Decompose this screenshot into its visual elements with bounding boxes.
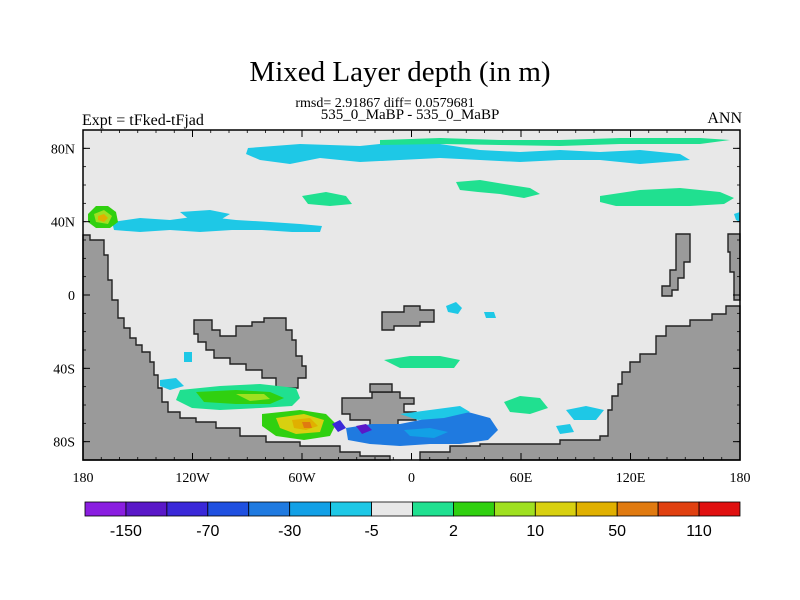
stats-line: rmsd= 2.91867 diff= 0.0579681 <box>295 96 475 111</box>
lon-tick-label: 180 <box>730 471 751 486</box>
central-landmass <box>193 317 307 389</box>
arctic-positive-streak <box>380 138 730 146</box>
southern-negative-small-2 <box>484 312 496 318</box>
colorbar-swatch <box>453 501 495 517</box>
lat-tick-label: 40N <box>51 216 75 231</box>
longitude-axis: 180 120W 60W 0 60E 120E 180 <box>73 130 751 486</box>
southern-light-streak <box>404 428 448 438</box>
colorbar-swatch <box>248 501 291 517</box>
southern-continent-east <box>419 305 741 461</box>
colorbar-swatch <box>534 501 577 517</box>
lon-tick-label: 180 <box>73 471 94 486</box>
small-island-west <box>369 383 393 393</box>
west-south-negative <box>160 378 184 390</box>
colorbar-label: 2 <box>449 523 458 540</box>
colorbar-swatch <box>698 501 741 517</box>
experiment-label: Expt = tFked-tFjad <box>82 112 204 129</box>
lon-tick-label: 60E <box>510 471 533 486</box>
north-atlantic-positive <box>456 180 540 198</box>
lat-tick-label: 80N <box>51 142 75 157</box>
colorbar-swatch <box>84 501 127 517</box>
southern-cyan-field <box>400 406 470 420</box>
colorbar-swatch <box>166 501 209 517</box>
map-title: Mixed Layer depth (in m) <box>249 56 551 88</box>
colorbar-label: 110 <box>686 523 712 540</box>
colorbar-label: 10 <box>526 523 544 540</box>
western-hotspot-core <box>98 214 108 222</box>
southern-negative-small <box>446 302 462 314</box>
midlatitude-positive-center <box>302 192 352 206</box>
colorbar-swatch <box>657 501 700 517</box>
colorbar-label: -30 <box>278 523 301 540</box>
colorbar-swatch <box>616 501 659 517</box>
lat-tick-label: 40S <box>53 362 75 377</box>
midlatitude-negative-left <box>180 210 230 220</box>
colorbar-swatch <box>575 501 618 517</box>
lon-tick-label: 60W <box>288 471 316 486</box>
case-line: 535_0_MaBP - 535_0_MaBP <box>320 107 500 123</box>
midlatitude-negative-band <box>112 216 322 232</box>
colorbar-label: 50 <box>608 523 626 540</box>
season-label: ANN <box>707 110 742 127</box>
western-continent <box>82 234 391 461</box>
colorbar-swatch <box>207 501 250 517</box>
south-indian-negative <box>566 406 604 420</box>
eastern-island-chain <box>661 233 691 297</box>
colorbar-swatch <box>412 501 454 517</box>
colorbar: -150 -70 -30 -5 2 10 50 110 <box>84 501 741 540</box>
south-indian-negative-2 <box>556 424 574 434</box>
east-edge-negative <box>734 212 740 222</box>
colorbar-label: -150 <box>110 523 142 540</box>
south-positive-belt-core <box>236 394 270 401</box>
colorbar-label: -5 <box>364 523 378 540</box>
north-pacific-positive-east <box>600 188 734 206</box>
south-positive-belt-inner <box>196 390 284 404</box>
lon-tick-label: 120W <box>175 471 210 486</box>
map-panel: 180 120W 60W 0 60E 120E 180 80N 40N 0 40S 80S <box>51 129 751 486</box>
south-atlantic-positive <box>504 396 548 414</box>
colorbar-swatch <box>371 501 413 517</box>
equatorial-island <box>381 305 435 331</box>
land-masses <box>82 233 741 461</box>
lon-tick-label: 0 <box>408 471 415 486</box>
colorbar-swatch <box>125 501 168 517</box>
west-south-negative-2 <box>184 352 192 362</box>
arctic-negative-band <box>246 142 690 164</box>
lat-tick-label: 80S <box>53 436 75 451</box>
anomaly-contours <box>88 138 740 446</box>
colorbar-label: -70 <box>196 523 219 540</box>
lat-tick-label: 0 <box>68 289 75 304</box>
latitude-axis: 80N 40N 0 40S 80S <box>51 142 740 451</box>
colorbar-swatch <box>493 501 536 517</box>
colorbar-swatch <box>330 501 372 517</box>
deep-south-positive-peak <box>302 422 312 428</box>
southern-dark-core-2 <box>356 424 372 434</box>
lon-tick-label: 120E <box>616 471 646 486</box>
colorbar-swatch <box>289 501 332 517</box>
southern-dark-core-1 <box>332 420 346 432</box>
southern-positive-band <box>384 356 460 368</box>
